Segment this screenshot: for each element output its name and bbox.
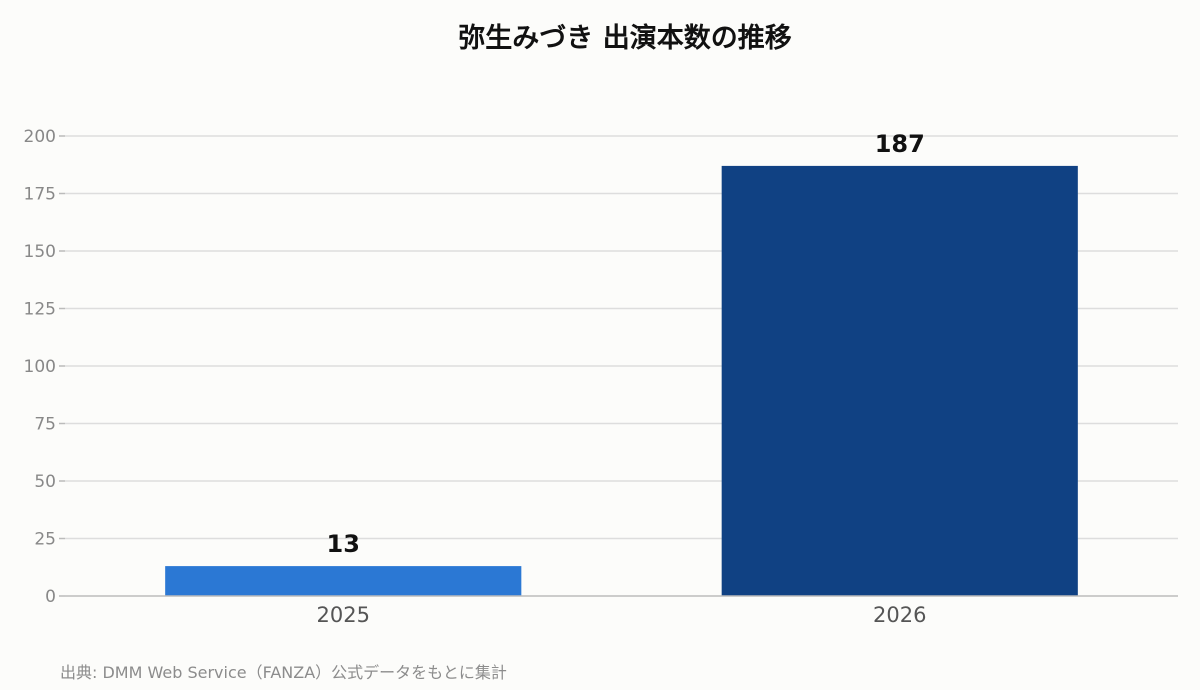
bar-2026 bbox=[721, 165, 1078, 596]
x-tick-label: 2026 bbox=[873, 603, 926, 627]
y-tick-label: 200 bbox=[24, 127, 56, 147]
y-tick-label: 50 bbox=[34, 472, 56, 492]
bars bbox=[165, 165, 1078, 596]
bar-2025 bbox=[165, 566, 522, 596]
value-labels: 13 187 bbox=[327, 130, 925, 558]
y-tick-label: 125 bbox=[24, 300, 56, 320]
value-label: 187 bbox=[875, 130, 925, 158]
y-tick-label: 150 bbox=[24, 242, 56, 262]
chart-title: 弥生みづき 出演本数の推移 bbox=[458, 23, 792, 54]
y-axis-ticks: 0 25 50 75 100 125 150 175 200 bbox=[24, 127, 65, 607]
y-tick-label: 0 bbox=[45, 587, 56, 607]
y-tick-label: 175 bbox=[24, 185, 56, 205]
y-tick-label: 25 bbox=[34, 530, 56, 550]
y-tick-label: 100 bbox=[24, 357, 56, 377]
source-note: 出典: DMM Web Service（FANZA）公式データをもとに集計 bbox=[60, 663, 507, 682]
x-tick-label: 2025 bbox=[317, 603, 370, 627]
value-label: 13 bbox=[327, 530, 360, 558]
x-axis-ticks: 2025 2026 bbox=[317, 603, 927, 627]
y-tick-label: 75 bbox=[34, 415, 56, 435]
